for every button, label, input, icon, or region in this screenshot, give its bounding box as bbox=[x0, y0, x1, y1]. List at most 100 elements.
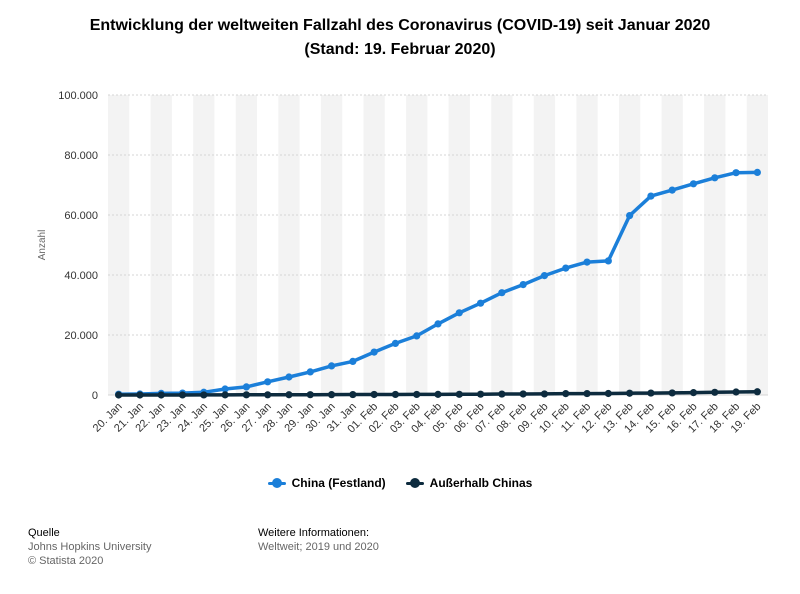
data-point-outside-china bbox=[626, 389, 634, 397]
column-bands bbox=[108, 95, 768, 395]
data-point-outside-china bbox=[668, 389, 676, 397]
y-tick-label: 20.000 bbox=[64, 330, 98, 342]
column-band bbox=[108, 95, 130, 395]
y-tick-label: 40.000 bbox=[64, 270, 98, 282]
data-point-china bbox=[562, 264, 570, 272]
column-band bbox=[320, 95, 343, 395]
data-point-outside-china bbox=[413, 390, 421, 399]
data-point-china bbox=[540, 272, 549, 280]
y-axis-label: Anzahl bbox=[37, 230, 48, 261]
data-point-outside-china bbox=[498, 390, 506, 398]
chart-title-line-1: Entwicklung der weltweiten Fallzahl des … bbox=[89, 17, 711, 34]
legend-label-china: China (Festland) bbox=[291, 476, 386, 490]
data-point-outside-china bbox=[306, 391, 314, 399]
data-point-outside-china bbox=[264, 391, 272, 399]
data-point-outside-china bbox=[157, 391, 165, 399]
data-point-china bbox=[264, 378, 272, 386]
data-point-china bbox=[498, 289, 506, 297]
data-point-outside-china bbox=[434, 390, 442, 398]
data-point-outside-china bbox=[327, 391, 336, 399]
data-point-china bbox=[476, 299, 485, 307]
y-tick-label: 100.000 bbox=[58, 90, 98, 102]
data-point-outside-china bbox=[391, 390, 400, 399]
data-point-china bbox=[519, 281, 527, 289]
series-layer bbox=[115, 168, 761, 399]
data-point-outside-china bbox=[370, 390, 378, 399]
data-point-outside-china bbox=[178, 391, 187, 399]
data-point-outside-china bbox=[519, 390, 527, 398]
data-point-china bbox=[370, 348, 378, 356]
column-band bbox=[193, 95, 215, 395]
chart-title-line-2: (Stand: 19. Februar 2020) bbox=[304, 41, 496, 58]
data-point-china bbox=[583, 258, 591, 266]
y-tick-label: 0 bbox=[92, 390, 98, 402]
y-tick-label: 60.000 bbox=[64, 210, 98, 222]
column-band bbox=[448, 95, 470, 395]
column-band bbox=[661, 95, 683, 395]
legend-swatch-china bbox=[267, 477, 286, 489]
data-point-outside-china bbox=[115, 391, 123, 399]
data-point-outside-china bbox=[583, 389, 591, 398]
more-info-block: Weitere Informationen: Weltweit; 2019 un… bbox=[258, 526, 379, 554]
data-point-outside-china bbox=[753, 388, 761, 396]
data-point-china bbox=[732, 169, 740, 177]
data-point-china bbox=[413, 332, 421, 340]
more-info-line-1: Weltweit; 2019 und 2020 bbox=[258, 541, 379, 553]
data-point-china bbox=[242, 383, 250, 391]
data-point-outside-china bbox=[689, 389, 698, 397]
column-band bbox=[235, 95, 258, 395]
line-chart: 0 20.000 40.000 60.000 80.000 100.000 20. Jan… bbox=[37, 90, 768, 436]
source-line-2: © Statista 2020 bbox=[28, 555, 104, 567]
column-band bbox=[363, 95, 385, 395]
source-heading: Quelle bbox=[28, 527, 60, 539]
data-point-china bbox=[221, 385, 229, 393]
data-point-china bbox=[711, 174, 719, 182]
data-point-outside-china bbox=[562, 390, 570, 398]
data-point-outside-china bbox=[647, 389, 655, 397]
data-point-china bbox=[647, 192, 655, 200]
data-point-outside-china bbox=[604, 389, 612, 398]
column-band bbox=[278, 95, 300, 395]
data-point-china bbox=[689, 180, 698, 188]
legend-label-outside-china: Außerhalb Chinas bbox=[429, 476, 533, 490]
chart-title: Entwicklung der weltweiten Fallzahl des … bbox=[0, 14, 800, 62]
data-point-outside-china bbox=[242, 391, 250, 399]
data-point-china bbox=[753, 168, 761, 176]
y-tick-label: 80.000 bbox=[64, 150, 98, 162]
data-point-outside-china bbox=[540, 390, 549, 398]
data-point-china bbox=[391, 339, 400, 347]
data-point-outside-china bbox=[455, 390, 463, 398]
y-axis: 0 20.000 40.000 60.000 80.000 100.000 bbox=[58, 90, 98, 402]
column-band bbox=[533, 95, 556, 395]
data-point-outside-china bbox=[349, 390, 357, 399]
legend-item-china[interactable]: China (Festland) bbox=[267, 476, 386, 490]
legend: China (Festland) Außerhalb Chinas bbox=[0, 476, 800, 490]
data-point-china bbox=[349, 357, 357, 365]
data-point-china bbox=[668, 186, 676, 194]
data-point-outside-china bbox=[711, 388, 719, 396]
source-line-1: Johns Hopkins University bbox=[28, 541, 152, 553]
data-point-outside-china bbox=[476, 390, 485, 398]
data-point-china bbox=[327, 362, 336, 370]
column-band bbox=[618, 95, 641, 395]
column-band bbox=[406, 95, 428, 395]
data-point-china bbox=[455, 309, 463, 317]
data-point-outside-china bbox=[285, 391, 293, 399]
more-info-heading: Weitere Informationen: bbox=[258, 527, 370, 539]
legend-item-outside-china[interactable]: Außerhalb Chinas bbox=[405, 476, 533, 490]
column-band bbox=[746, 95, 768, 395]
data-point-outside-china bbox=[200, 391, 208, 399]
column-band bbox=[491, 95, 513, 395]
data-point-outside-china bbox=[732, 388, 740, 396]
column-band bbox=[704, 95, 726, 395]
data-point-outside-china bbox=[221, 391, 229, 399]
source-block: Quelle Johns Hopkins University © Statis… bbox=[28, 526, 152, 568]
column-band bbox=[150, 95, 172, 395]
column-band bbox=[576, 95, 598, 395]
data-point-outside-china bbox=[136, 391, 144, 399]
data-point-china bbox=[285, 373, 293, 381]
legend-swatch-outside-china bbox=[405, 477, 424, 489]
data-point-china bbox=[434, 320, 442, 328]
data-point-china bbox=[306, 368, 314, 376]
